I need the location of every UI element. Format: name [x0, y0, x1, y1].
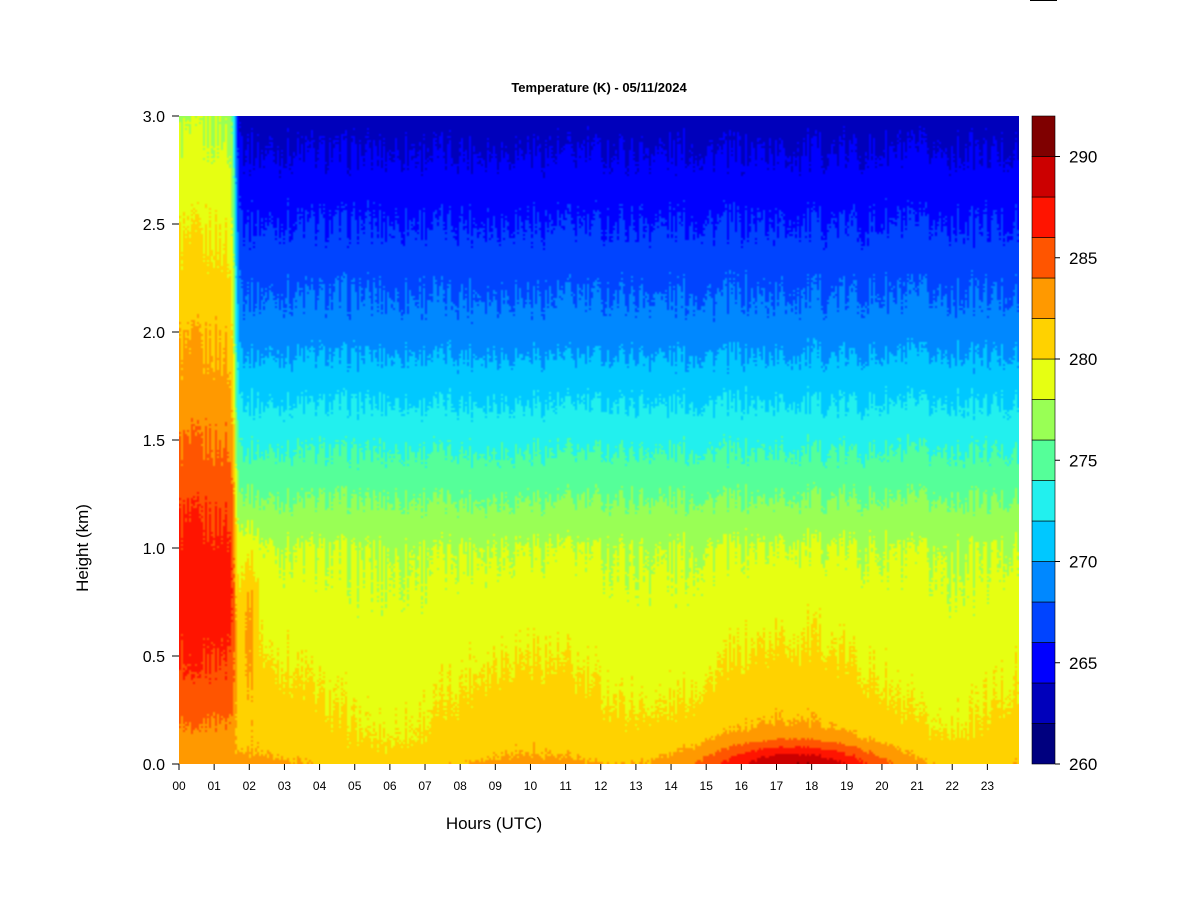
x-tick-label: 03 [278, 779, 292, 793]
colorbar-level [1031, 561, 1056, 603]
colorbar-level [1031, 196, 1056, 238]
x-tick-label: 17 [770, 779, 784, 793]
y-axis: 0.0 0.5 1.0 1.5 2.0 2.5 3.0 [143, 109, 179, 774]
x-tick-label: 19 [840, 779, 854, 793]
colorbar-level [1031, 723, 1056, 765]
y-axis-label: Height (km) [73, 504, 92, 592]
colorbar-tick-label: 285 [1069, 249, 1097, 268]
x-tick-label: 15 [700, 779, 714, 793]
x-tick-label: 05 [348, 779, 362, 793]
colorbar-tick-label: 265 [1069, 654, 1097, 673]
y-tick-label: 1.0 [143, 541, 165, 558]
x-tick-label: 07 [418, 779, 432, 793]
colorbar-level [1031, 642, 1056, 684]
temperature-heatmap [179, 116, 1019, 764]
colorbar-level [1031, 318, 1056, 360]
colorbar-level [1031, 520, 1056, 562]
colorbar-level [1031, 237, 1056, 279]
x-tick-label: 10 [524, 779, 538, 793]
x-axis: 00 01 02 03 04 05 06 07 08 09 10 11 12 13 14 15 16 17 18 19… [172, 764, 994, 793]
y-tick-label: 3.0 [143, 109, 165, 126]
colorbar-level [1031, 358, 1056, 400]
x-tick-label: 06 [383, 779, 397, 793]
y-tick-label: 1.5 [143, 433, 165, 450]
x-tick-label: 09 [489, 779, 503, 793]
chart-title: Temperature (K) - 05/11/2024 [511, 80, 687, 95]
colorbar-level [1031, 439, 1056, 481]
colorbar-level [1031, 480, 1056, 522]
x-tick-label: 20 [875, 779, 889, 793]
x-tick-label: 04 [313, 779, 327, 793]
x-tick-label: 22 [946, 779, 960, 793]
colorbar-tick-label: 260 [1069, 755, 1097, 774]
x-axis-label: Hours (UTC) [446, 814, 542, 833]
y-tick-label: 0.5 [143, 649, 165, 666]
x-tick-label: 02 [243, 779, 257, 793]
colorbar-level [1031, 399, 1056, 441]
plot-area [179, 116, 1019, 764]
x-tick-label: 21 [910, 779, 924, 793]
colorbar-level [1031, 115, 1056, 157]
colorbar-level [1031, 156, 1056, 198]
colorbar: 260 265 270 275 280 285 290 [1031, 115, 1097, 774]
x-tick-label: 11 [559, 779, 572, 793]
y-tick-label: 2.5 [143, 217, 165, 234]
colorbar-level [1031, 682, 1056, 724]
y-tick-label: 2.0 [143, 325, 165, 342]
colorbar-level [1031, 601, 1056, 643]
x-tick-label: 13 [629, 779, 643, 793]
x-tick-label: 08 [453, 779, 467, 793]
colorbar-level [1031, 277, 1056, 319]
x-tick-label: 18 [805, 779, 819, 793]
x-tick-label: 12 [594, 779, 608, 793]
x-tick-label: 14 [664, 779, 678, 793]
colorbar-tick-label: 290 [1069, 148, 1097, 167]
x-tick-label: 00 [172, 779, 186, 793]
x-tick-label: 16 [735, 779, 749, 793]
colorbar-tick-label: 280 [1069, 350, 1097, 369]
x-tick-label: 01 [207, 779, 221, 793]
x-tick-label: 23 [981, 779, 995, 793]
colorbar-tick-label: 270 [1069, 553, 1097, 572]
y-tick-label: 0.0 [143, 757, 165, 774]
colorbar-tick-label: 275 [1069, 451, 1097, 470]
corner-mark [1030, 0, 1057, 1]
